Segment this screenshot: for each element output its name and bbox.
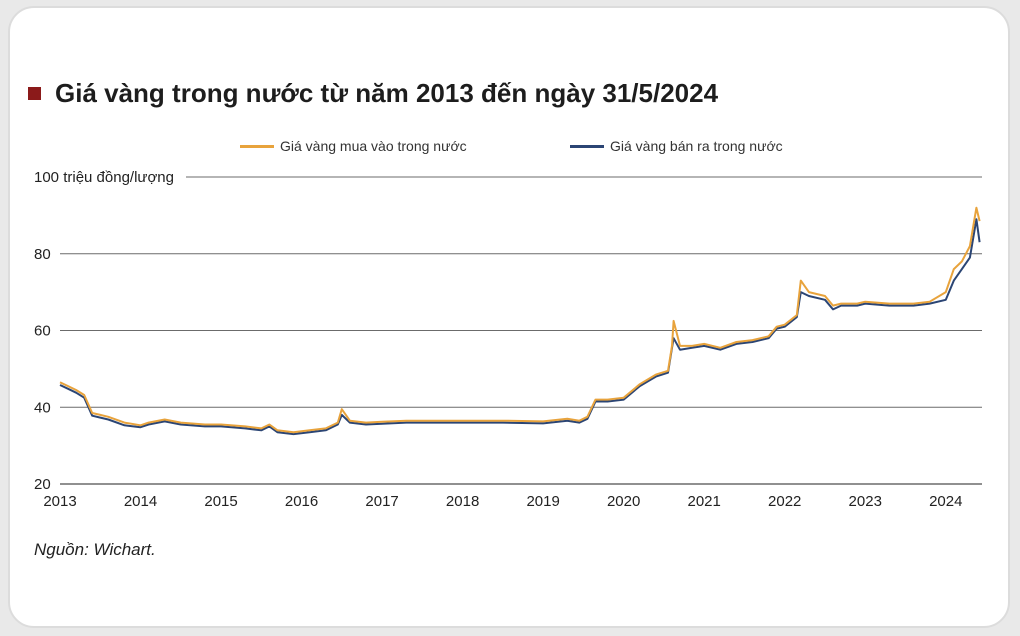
series-line-buy <box>59 206 981 434</box>
legend-swatch-buy <box>240 144 274 148</box>
x-tick-2018: 2018 <box>446 493 479 510</box>
title-marker <box>28 87 41 100</box>
x-tick-2024: 2024 <box>929 493 962 510</box>
legend: Giá vàng mua vào trong nước Giá vàng bán… <box>0 138 1020 158</box>
y-tick-60: 60 <box>34 323 51 340</box>
series-line-sell <box>59 218 981 436</box>
legend-item-sell: Giá vàng bán ra trong nước <box>570 138 783 154</box>
y-tick-40: 40 <box>34 399 51 416</box>
x-tick-2023: 2023 <box>849 493 882 510</box>
x-tick-2022: 2022 <box>768 493 801 510</box>
title-row: Giá vàng trong nước từ năm 2013 đến ngày… <box>28 78 718 109</box>
x-tick-2013: 2013 <box>43 493 76 510</box>
legend-item-buy: Giá vàng mua vào trong nước <box>240 138 467 154</box>
x-tick-2021: 2021 <box>688 493 721 510</box>
legend-label-buy: Giá vàng mua vào trong nước <box>280 138 467 154</box>
x-tick-2016: 2016 <box>285 493 318 510</box>
y-tick-20: 20 <box>34 476 51 493</box>
x-tick-2017: 2017 <box>365 493 398 510</box>
x-tick-2014: 2014 <box>124 493 157 510</box>
y-tick-80: 80 <box>34 246 51 263</box>
chart-card <box>8 6 1010 628</box>
legend-swatch-sell <box>570 144 604 148</box>
x-tick-2019: 2019 <box>526 493 559 510</box>
chart-title: Giá vàng trong nước từ năm 2013 đến ngày… <box>55 78 719 108</box>
legend-label-sell: Giá vàng bán ra trong nước <box>610 138 783 154</box>
y-axis-label: 100 triệu đồng/lượng <box>34 169 174 186</box>
x-tick-2015: 2015 <box>204 493 237 510</box>
x-tick-2020: 2020 <box>607 493 640 510</box>
source-note: Nguồn: Wichart. <box>34 540 156 559</box>
